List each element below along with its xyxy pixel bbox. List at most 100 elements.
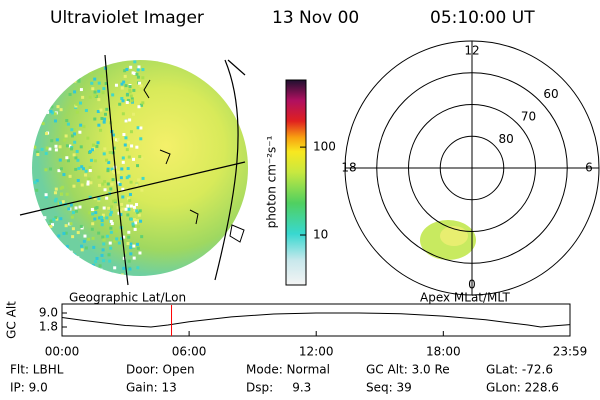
speckle [122, 235, 126, 239]
speckle [73, 79, 77, 83]
speckle [105, 216, 109, 220]
speckle [129, 246, 133, 250]
speckle [135, 209, 139, 213]
speckle [44, 193, 48, 197]
speckle [120, 96, 124, 100]
info-field: GC Alt: 3.0 Re [366, 363, 450, 377]
speckle [45, 74, 49, 78]
speckle [127, 140, 131, 144]
speckle [55, 68, 59, 72]
speckle [101, 235, 105, 239]
speckle [108, 259, 112, 263]
speckle [72, 184, 76, 188]
speckle [121, 112, 125, 116]
speckle [95, 144, 99, 148]
speckle [91, 263, 95, 267]
speckle [100, 74, 104, 78]
speckle [133, 227, 137, 231]
speckle [44, 168, 48, 172]
speckle [127, 207, 131, 211]
speckle [128, 199, 132, 203]
speckle [95, 206, 99, 210]
speckle [80, 244, 84, 248]
speckle [96, 109, 100, 113]
lat-label: 80 [498, 132, 513, 146]
speckle [33, 271, 37, 275]
speckle [79, 224, 83, 228]
speckle [34, 246, 38, 250]
speckle [74, 167, 78, 171]
speckle [78, 130, 82, 134]
speckle [48, 259, 52, 263]
speckle [77, 272, 81, 276]
speckle [50, 266, 54, 270]
speckle [50, 139, 54, 143]
speckle [66, 159, 70, 163]
speckle [128, 88, 132, 92]
speckle [78, 205, 82, 209]
speckle [118, 102, 122, 106]
speckle [117, 211, 121, 215]
speckle [91, 236, 95, 240]
speckle [50, 105, 54, 109]
speckle [127, 155, 131, 159]
speckle [73, 140, 77, 144]
speckle [52, 269, 56, 273]
speckle [103, 180, 107, 184]
speckle [141, 101, 145, 105]
speckle [121, 156, 125, 160]
speckle [121, 195, 125, 199]
speckle [41, 83, 45, 87]
speckle [79, 101, 83, 105]
speckle [100, 116, 104, 120]
info-field: Door: Open [126, 363, 195, 377]
speckle [127, 174, 131, 178]
speckle [45, 132, 49, 136]
speckle [54, 84, 58, 88]
speckle [63, 138, 67, 142]
speckle [135, 203, 139, 207]
speckle [43, 257, 47, 261]
speckle [97, 89, 101, 93]
instrument: Ultraviolet Imager [50, 8, 204, 28]
speckle [49, 260, 53, 264]
speckle [69, 203, 73, 207]
speckle [84, 246, 88, 250]
speckle [123, 143, 127, 147]
speckle [86, 180, 90, 184]
speckle [65, 119, 69, 123]
speckle [138, 81, 142, 85]
speckle [139, 137, 143, 141]
speckle [98, 183, 102, 187]
speckle [89, 158, 93, 162]
speckle [132, 157, 136, 161]
speckle [75, 149, 79, 153]
speckle [62, 173, 66, 177]
speckle [129, 204, 133, 208]
speckle [122, 80, 126, 84]
speckle [93, 196, 97, 200]
speckle [120, 202, 124, 206]
speckle [118, 182, 122, 186]
speckle [33, 274, 37, 276]
info-field: Mode: Normal [246, 363, 330, 377]
speckle [83, 60, 87, 64]
speckle [64, 77, 68, 81]
speckle [55, 74, 59, 78]
speckle [139, 219, 143, 223]
speckle [59, 201, 63, 205]
info-field: Seq: 39 [366, 381, 412, 395]
speckle [48, 147, 52, 151]
speckle [49, 219, 53, 223]
speckle [35, 179, 39, 183]
speckle [33, 265, 37, 269]
speckle [121, 99, 125, 103]
speckle [91, 212, 95, 216]
speckle [134, 221, 138, 225]
speckle [57, 255, 61, 259]
speckle [124, 207, 128, 211]
x-tick-label: 06:00 [172, 345, 207, 359]
speckle [53, 119, 57, 123]
speckle [91, 87, 95, 91]
speckle [136, 266, 140, 270]
